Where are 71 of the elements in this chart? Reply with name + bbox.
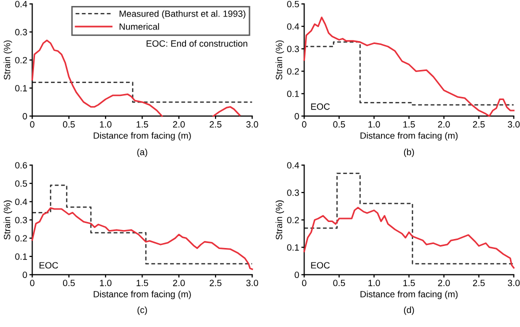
- x-tick-label: 1.0: [368, 280, 380, 286]
- y-tick-label: 0.1: [287, 90, 299, 98]
- text: (c): [138, 306, 147, 315]
- y-tick-label: 0.2: [15, 56, 27, 64]
- x-tick-label: 0.5: [62, 121, 75, 128]
- y-tick-label: 0.5: [15, 180, 27, 187]
- y-tick-label: 0.4: [15, 0, 28, 8]
- x-tick-label: 0: [302, 121, 306, 128]
- legend-label: Measured (Bathurst et al. 1993): [120, 10, 246, 19]
- y-tick-label: 0.6: [15, 162, 27, 168]
- y-axis-title: Strain (%): [4, 200, 12, 240]
- text: (a): [137, 148, 148, 158]
- y-axis-title: Strain (%): [4, 40, 12, 80]
- annotation: EOC: [311, 262, 330, 269]
- y-tick-label: 0.4: [15, 198, 28, 206]
- y-tick-label: 0.2: [287, 216, 299, 224]
- y-tick-label: 0.2: [287, 68, 299, 75]
- text: (b): [404, 148, 414, 158]
- x-tick-label: 2.5: [473, 121, 485, 128]
- x-axis-title: Distance from facing (m): [360, 132, 458, 141]
- x-axis-title: Distance from facing (m): [360, 290, 458, 300]
- x-tick-label: 1.5: [136, 280, 148, 286]
- x-tick-label: 1.0: [368, 121, 380, 128]
- x-tick-label: 0.5: [333, 121, 346, 128]
- x-tick-label: 3.0: [508, 280, 520, 286]
- y-tick-label: 0.2: [15, 235, 27, 242]
- x-tick-label: 2.5: [210, 121, 222, 128]
- text: (d): [404, 306, 414, 315]
- x-tick-label: 0.5: [333, 280, 346, 286]
- y-tick-label: 0.1: [15, 85, 27, 92]
- x-tick-label: 3.0: [508, 121, 520, 128]
- x-tick-label: 0: [30, 121, 34, 128]
- y-tick-label: 0.3: [15, 216, 27, 224]
- x-axis-title: Distance from facing (m): [94, 132, 191, 141]
- y-tick-label: 0.4: [287, 23, 300, 30]
- x-tick-label: 2.0: [438, 280, 450, 286]
- x-tick-label: 1.0: [100, 280, 112, 286]
- x-tick-label: 3.0: [246, 121, 258, 128]
- line-series: [303, 206, 515, 269]
- y-tick-label: 0.1: [287, 244, 299, 251]
- x-tick-label: 1.0: [100, 121, 112, 128]
- x-axis-title: Distance from facing (m): [94, 290, 191, 300]
- y-tick-label: 0.3: [287, 46, 299, 52]
- y-axis-title: Strain (%): [276, 200, 284, 240]
- x-tick-label: 1.5: [136, 121, 148, 128]
- x-tick-label: 0: [30, 280, 34, 286]
- annotation: EOC: End of construction: [146, 40, 248, 47]
- x-tick-label: 1.5: [403, 121, 415, 128]
- y-tick-label: 0.5: [287, 0, 299, 8]
- x-tick-label: 2.0: [438, 121, 450, 128]
- y-tick-label: 0.3: [15, 28, 27, 36]
- annotation: EOC: [311, 103, 330, 110]
- x-tick-label: 1.5: [403, 280, 415, 286]
- legend-label: Numerical: [120, 23, 159, 30]
- y-tick-label: 0.1: [15, 253, 27, 260]
- x-tick-label: 2.5: [210, 280, 222, 286]
- line-series: [31, 207, 253, 270]
- y-tick-label: 0: [294, 272, 299, 278]
- x-tick-label: 0: [302, 280, 306, 286]
- x-tick-label: 2.5: [473, 280, 485, 286]
- x-tick-label: 2.0: [173, 121, 185, 128]
- y-tick-label: 0: [294, 113, 299, 120]
- y-tick-label: 0: [22, 272, 28, 278]
- y-tick-label: 0: [22, 113, 28, 120]
- y-tick-label: 0.4: [287, 162, 300, 168]
- y-axis-title: Strain (%): [276, 40, 284, 80]
- annotation: EOC: [40, 262, 58, 269]
- x-tick-label: 0.5: [62, 280, 75, 286]
- y-tick-label: 0.3: [287, 189, 299, 196]
- x-tick-label: 3.0: [246, 280, 258, 286]
- x-tick-label: 2.0: [173, 280, 185, 286]
